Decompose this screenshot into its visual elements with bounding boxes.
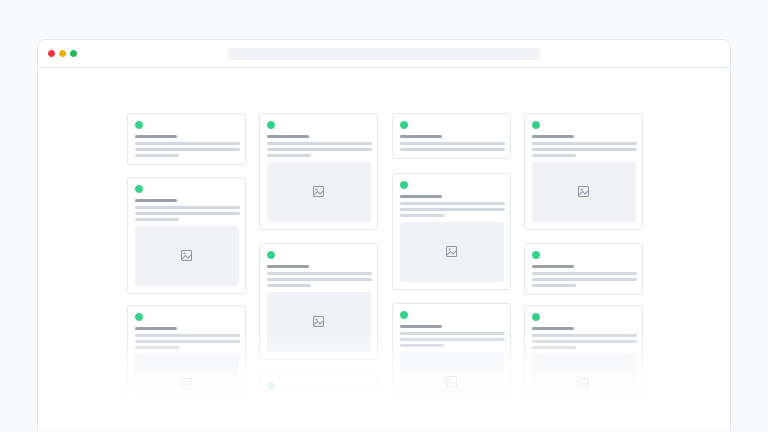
text-line-placeholder — [532, 284, 576, 287]
text-line-placeholder — [267, 154, 311, 157]
text-line-placeholder — [135, 218, 179, 221]
status-dot-icon — [267, 251, 275, 259]
card-title-placeholder — [532, 265, 574, 268]
card[interactable] — [524, 113, 643, 230]
card-title-placeholder — [267, 135, 309, 138]
status-dot-icon — [135, 185, 143, 193]
card-title-placeholder — [400, 325, 442, 328]
status-dot-icon — [400, 121, 408, 129]
image-placeholder — [400, 222, 504, 282]
text-line-placeholder — [267, 278, 372, 281]
text-line-placeholder — [267, 272, 372, 275]
status-dot-icon — [135, 121, 143, 129]
text-line-placeholder — [135, 148, 240, 151]
status-dot-icon — [532, 251, 540, 259]
title-bar — [38, 40, 730, 68]
text-line-placeholder — [400, 148, 505, 151]
text-line-placeholder — [400, 214, 444, 217]
card[interactable] — [259, 113, 378, 230]
text-line-placeholder — [135, 142, 240, 145]
card-title-placeholder — [400, 195, 442, 198]
image-icon — [578, 186, 589, 197]
fade-overlay — [38, 330, 730, 430]
text-line-placeholder — [532, 148, 637, 151]
text-line-placeholder — [532, 142, 637, 145]
status-dot-icon — [135, 313, 143, 321]
address-bar[interactable] — [228, 48, 540, 60]
card[interactable] — [392, 173, 511, 290]
status-dot-icon — [532, 313, 540, 321]
image-placeholder — [532, 162, 636, 222]
text-line-placeholder — [135, 206, 240, 209]
status-dot-icon — [400, 181, 408, 189]
text-line-placeholder — [532, 278, 637, 281]
image-placeholder — [267, 162, 371, 222]
card-title-placeholder — [532, 327, 574, 330]
card[interactable] — [524, 243, 643, 295]
card-title-placeholder — [532, 135, 574, 138]
image-icon — [181, 250, 192, 261]
close-button[interactable] — [48, 50, 55, 57]
card-title-placeholder — [135, 135, 177, 138]
browser-window — [37, 39, 731, 430]
image-placeholder — [135, 226, 239, 286]
maximize-button[interactable] — [70, 50, 77, 57]
minimize-button[interactable] — [59, 50, 66, 57]
status-dot-icon — [532, 121, 540, 129]
image-icon — [446, 246, 457, 257]
text-line-placeholder — [400, 202, 505, 205]
status-dot-icon — [400, 311, 408, 319]
card[interactable] — [392, 113, 511, 159]
text-line-placeholder — [267, 142, 372, 145]
text-line-placeholder — [532, 272, 637, 275]
text-line-placeholder — [267, 284, 311, 287]
image-icon — [313, 186, 324, 197]
status-dot-icon — [267, 121, 275, 129]
card[interactable] — [127, 177, 246, 294]
text-line-placeholder — [267, 148, 372, 151]
text-line-placeholder — [135, 154, 179, 157]
text-line-placeholder — [532, 154, 576, 157]
text-line-placeholder — [135, 212, 240, 215]
card-title-placeholder — [135, 327, 177, 330]
card[interactable] — [127, 113, 246, 165]
text-line-placeholder — [400, 208, 505, 211]
text-line-placeholder — [400, 142, 505, 145]
image-icon — [313, 316, 324, 327]
card-title-placeholder — [267, 265, 309, 268]
card-title-placeholder — [400, 135, 442, 138]
card-title-placeholder — [135, 199, 177, 202]
